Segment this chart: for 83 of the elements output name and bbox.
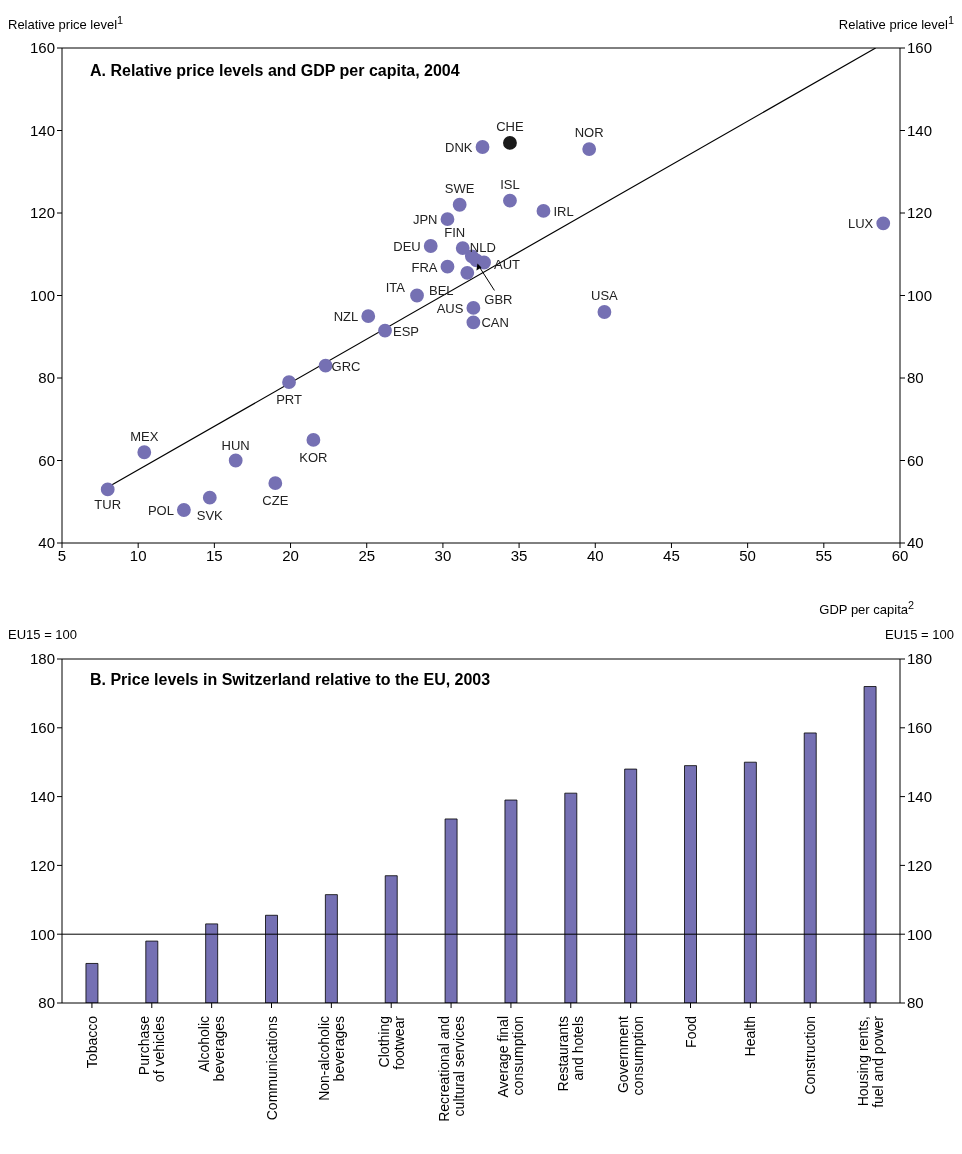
y-tick-label: 100 [29,925,55,943]
text: A. Relative price levels and GDP per capita, 2004 [90,62,460,80]
y2-tick-label: 60 [907,451,924,469]
y2-tick-label: 80 [907,369,924,387]
y2-tick-label: 180 [907,650,933,668]
annotation: POL [147,503,174,518]
y-tick-label: 80 [38,994,55,1012]
y2-tick-label: 100 [907,286,933,304]
x-tick-label: 20 [282,546,299,564]
annotation: ESP [393,323,420,339]
text: B. Price levels in Switzerland relative to the EU, 2003 [90,671,491,689]
x-tick-label: 15 [206,546,223,564]
y2-tick-label: 80 [907,994,924,1012]
annotation: NZL [333,309,359,325]
annotation: ISL [500,176,520,192]
y-tick-label: 120 [29,204,55,222]
y-axis-title: EU15 = 100 [8,627,78,642]
annotation: DEU [393,239,421,254]
annotation: IRL [553,203,574,219]
annotation: FIN [444,225,466,241]
x-tick-label: Health [742,1016,759,1057]
annotation: CZE [262,493,289,509]
annotation: LUX [847,216,874,232]
y-tick-label: 100 [29,286,55,304]
annotation: SWE [444,180,475,196]
annotation: USA [591,288,619,303]
y-tick-label: 120 [29,856,55,874]
y2-axis-title: Relative price level$^{1}$ [838,14,954,33]
x-tick-label: Non-alcoholic beverages [315,1016,347,1101]
x-tick-label: 25 [358,546,376,564]
y2-axis-title: EU15 = 100 [884,627,954,642]
y-tick-label: 140 [29,121,55,139]
annotation: MEX [130,429,159,445]
annotation: GBR [484,292,513,308]
x-axis-title: GDP per capita$^{2}$ [819,599,914,618]
x-tick-label: 5 [57,546,67,564]
annotation: JPN [412,212,438,228]
annotation: HUN [221,437,250,453]
annotation: NOR [574,125,604,141]
y2-tick-label: 40 [907,534,924,552]
y2-tick-label: 140 [907,787,933,805]
y2-tick-label: 120 [907,856,933,874]
annotation: PRT [276,392,302,408]
annotation: NLD [469,240,496,256]
annotation: SVK [196,507,224,523]
y-tick-label: 160 [29,719,55,737]
y2-tick-label: 140 [907,121,933,139]
x-tick-label: 50 [739,546,756,564]
annotation: KOR [299,449,328,465]
x-tick-label: 55 [815,546,833,564]
y2-tick-label: 160 [907,39,933,57]
annotation: FRA [411,259,438,275]
annotation: GRC [331,358,361,374]
x-tick-label: 35 [510,546,528,564]
x-tick-label: Housing rents, fuel and power [854,1015,886,1108]
x-tick-label: Communications [263,1016,280,1121]
y2-tick-label: 120 [907,204,933,222]
x-tick-label: 40 [586,546,604,564]
y-tick-label: 80 [38,369,55,387]
annotation: AUS [436,300,464,316]
annotation: BEL [429,282,454,298]
x-tick-label: 60 [891,546,909,564]
y-tick-label: 40 [38,534,55,552]
annotation: DNK [445,140,473,155]
y-tick-label: 60 [38,451,55,469]
x-tick-label: Construction [802,1016,819,1095]
y2-tick-label: 100 [907,925,933,943]
annotation: AUT [494,256,521,272]
x-tick-label: Purchase of vehicles [136,1015,168,1083]
annotation: TUR [94,497,122,513]
y-tick-label: 140 [29,787,55,805]
x-tick-label: 45 [663,546,680,564]
x-tick-label: 30 [434,546,452,564]
x-tick-label: 10 [129,546,147,564]
annotation: ITA [385,279,406,295]
y-axis-title: Relative price level$^{1}$ [8,14,124,33]
annotation: CAN [481,315,509,331]
y-tick-label: 160 [29,39,55,57]
annotation: CHE [496,118,524,134]
y2-tick-label: 160 [907,719,933,737]
y-tick-label: 180 [29,650,55,668]
x-tick-label: Food [682,1016,699,1048]
x-tick-label: Tobacco [83,1015,100,1069]
